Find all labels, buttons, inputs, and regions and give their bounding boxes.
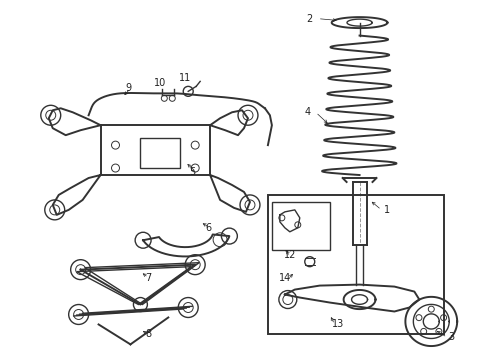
Bar (272, 202, 330, 250)
Text: 7: 7 (145, 273, 151, 283)
Text: 1: 1 (384, 205, 391, 215)
Text: 14: 14 (279, 273, 291, 283)
Text: 5: 5 (189, 167, 196, 177)
Text: 6: 6 (205, 223, 211, 233)
Text: 9: 9 (125, 84, 131, 93)
Text: 12: 12 (284, 250, 296, 260)
Bar (141, 138, 180, 168)
Text: 4: 4 (305, 107, 311, 117)
Text: 11: 11 (179, 73, 192, 84)
Text: 10: 10 (154, 78, 167, 88)
Bar (268, 195, 444, 334)
Text: 8: 8 (146, 329, 151, 339)
Text: 2: 2 (307, 14, 313, 24)
Text: 13: 13 (332, 319, 344, 329)
Text: 3: 3 (448, 332, 454, 342)
